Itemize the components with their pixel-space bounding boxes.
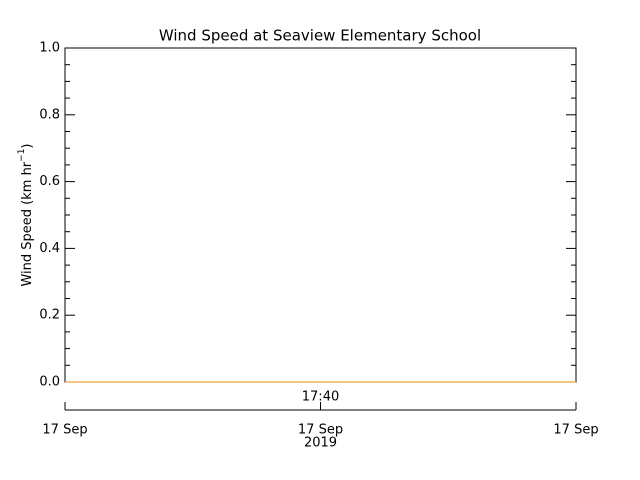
year-label: 2019 <box>304 436 337 451</box>
x-tick-label: 17 Sep <box>298 423 343 438</box>
y-label-text: Wind Speed (km hr <box>20 161 35 286</box>
y-label-sup: −1 <box>17 149 27 162</box>
y-tick-label: 0.8 <box>39 107 60 122</box>
chart-title: Wind Speed at Seaview Elementary School <box>159 27 481 45</box>
y-tick-label: 0.4 <box>39 241 60 256</box>
y-axis-label: Wind Speed (km hr−1) <box>17 143 35 286</box>
y-label-end: ) <box>20 143 35 148</box>
y-tick-label: 0.6 <box>39 174 60 189</box>
x-tick-label: 17 Sep <box>553 423 598 438</box>
y-tick-label: 0.2 <box>39 308 60 323</box>
y-tick-label: 1.0 <box>39 41 60 56</box>
x-tick-label: 17 Sep <box>42 423 87 438</box>
y-tick-label: 0.0 <box>39 375 60 390</box>
time-label: 17:40 <box>302 390 339 405</box>
